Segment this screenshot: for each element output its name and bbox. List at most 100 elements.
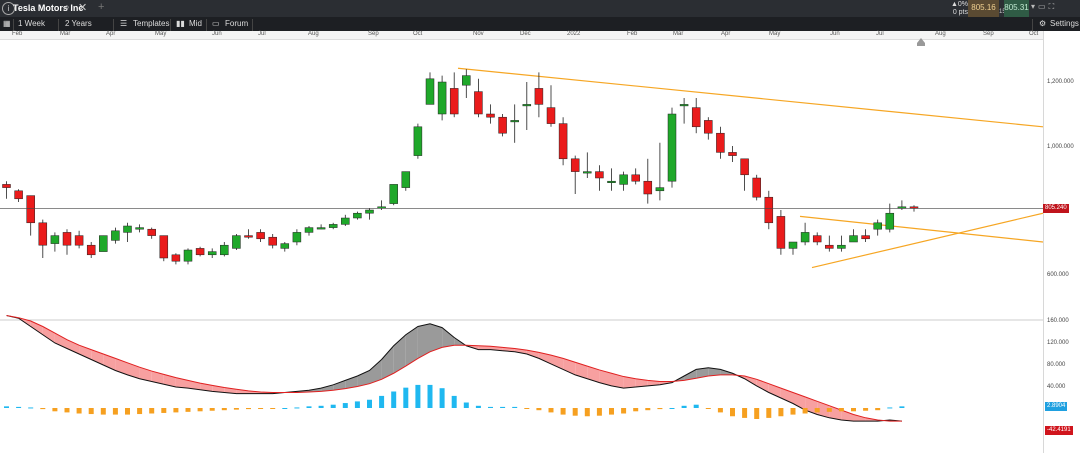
forum-button[interactable]: Forum <box>225 19 249 28</box>
histogram-bar <box>209 408 215 411</box>
histogram-bar <box>814 408 820 413</box>
window-controls[interactable]: ▾▭⛶ <box>1031 2 1057 12</box>
histogram-bar <box>367 399 372 408</box>
macd-fill <box>575 362 588 379</box>
macd-fill <box>599 369 612 386</box>
candle <box>195 246 205 257</box>
macd-fill <box>333 380 346 391</box>
histogram-bar <box>415 384 421 408</box>
histogram-bar <box>306 406 312 408</box>
price-chart[interactable] <box>0 0 1043 453</box>
month-label: Sep <box>368 31 379 37</box>
templates-icon[interactable]: ☰ <box>120 19 128 28</box>
candle <box>353 211 362 220</box>
mid-button[interactable]: Mid <box>189 19 202 28</box>
macd-fill <box>321 384 334 392</box>
histogram-bar <box>64 408 70 413</box>
histogram-bar <box>596 408 602 416</box>
trend-line <box>799 215 1043 243</box>
histogram-bar <box>233 408 239 410</box>
candle <box>788 241 798 255</box>
gear-icon[interactable]: ⚙ <box>1039 19 1047 28</box>
range-select[interactable]: 2 Years <box>65 19 92 28</box>
macd-fill <box>417 323 430 359</box>
month-label: Aug <box>935 31 946 37</box>
candle <box>740 158 749 191</box>
lock-icon <box>917 38 925 46</box>
chart-toolbar: ▦ 1 Week 2 Years ☰ Templates ▮▮ Mid ▭ Fo… <box>0 17 1080 31</box>
close-icon[interactable]: ✕ <box>78 2 88 14</box>
candle <box>425 72 435 105</box>
candle <box>849 229 858 243</box>
macd-fill <box>696 367 709 379</box>
grid-icon[interactable]: ▦ <box>3 19 11 28</box>
macd-value-label: -42.4191 <box>1045 426 1073 435</box>
macd-fill <box>393 334 406 374</box>
histogram-bar <box>790 408 796 415</box>
interval-select[interactable]: 1 Week <box>18 19 45 28</box>
month-label: Apr <box>721 31 731 37</box>
candle <box>595 165 604 191</box>
add-tab-icon[interactable]: + <box>98 1 105 13</box>
macd-fill <box>139 367 152 382</box>
candle <box>462 69 471 98</box>
candle <box>99 235 108 252</box>
histogram-bar <box>258 408 264 409</box>
histogram-bar <box>730 408 735 417</box>
macd-fill <box>67 339 80 354</box>
month-label: May <box>769 31 781 37</box>
candle <box>86 242 96 258</box>
month-label: Mar <box>60 31 71 37</box>
candle <box>667 107 677 188</box>
month-label: Apr <box>106 31 116 37</box>
month-label: 2022 <box>567 31 581 37</box>
candle <box>631 168 640 185</box>
info-icon[interactable]: i <box>2 2 15 15</box>
histogram-bar <box>766 408 772 418</box>
signal-line <box>6 315 902 422</box>
macd-fill <box>115 358 128 375</box>
candle <box>643 158 653 204</box>
macd-fill <box>151 371 164 385</box>
candle <box>280 242 290 252</box>
candle <box>111 227 120 244</box>
histogram-bar <box>875 408 881 411</box>
candle <box>522 82 532 130</box>
histogram-bar <box>403 387 409 408</box>
macd-fill <box>841 410 854 422</box>
histogram-bar <box>548 408 554 413</box>
macd-fill <box>430 323 443 352</box>
macd-fill <box>611 373 624 389</box>
candle <box>413 123 423 159</box>
bars-icon[interactable]: ▮▮ <box>176 19 185 28</box>
histogram-bar <box>221 408 227 411</box>
candle <box>800 222 810 246</box>
sell-price-button[interactable]: 805.16 <box>968 0 999 17</box>
candle <box>873 219 882 236</box>
buy-price-button[interactable]: 805.31 <box>1004 0 1029 17</box>
candle <box>861 229 870 242</box>
histogram-bar <box>802 408 808 414</box>
price-axis: 1,200.000 1,000.000 600.000 160.000 120.… <box>1043 31 1080 453</box>
templates-button[interactable]: Templates <box>133 19 170 28</box>
title-bar: i Tesla Motors Inc ⌕ ✕ + ▲0% 0 pts 805.16… <box>0 0 1080 17</box>
candle <box>716 126 725 159</box>
candle <box>2 181 11 199</box>
macd-fill <box>236 389 249 394</box>
histogram-bar <box>270 408 276 409</box>
macd-fill <box>357 370 370 387</box>
month-label: Feb <box>627 31 638 37</box>
month-label: Jul <box>876 31 884 37</box>
settings-button[interactable]: Settings <box>1050 19 1079 28</box>
price-tick: 1,200.000 <box>1047 79 1074 85</box>
forum-icon[interactable]: ▭ <box>212 19 220 28</box>
candle <box>437 75 447 121</box>
histogram-bar <box>28 407 34 409</box>
month-label: Aug <box>308 31 319 37</box>
search-icon[interactable]: ⌕ <box>64 2 70 13</box>
histogram-bar <box>681 405 687 408</box>
histogram-bar <box>451 395 457 408</box>
histogram-bar <box>899 406 905 408</box>
macd-fill <box>684 369 697 381</box>
maximize-icon: ⛶ <box>1048 2 1058 11</box>
